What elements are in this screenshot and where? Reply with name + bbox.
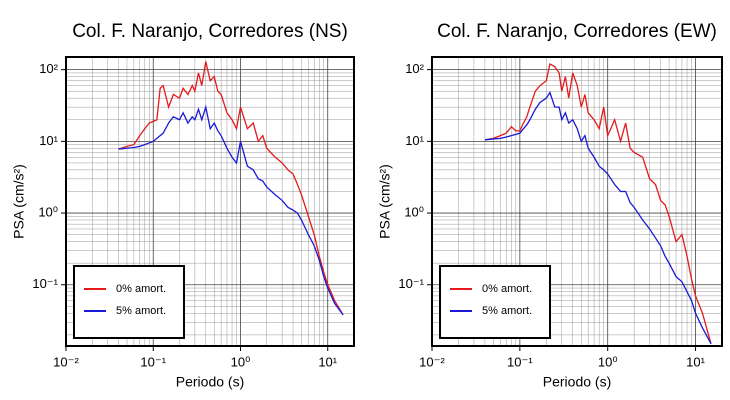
legend-label: 5% amort. [482, 305, 532, 317]
x-tick-label: 10¹ [318, 354, 337, 369]
x-axis-label: Periodo (s) [543, 374, 611, 390]
series-line [118, 61, 344, 316]
y-tick-label: 10¹ [39, 133, 58, 148]
y-tick-label: 10² [39, 61, 58, 76]
x-tick-label: 10⁻¹ [507, 354, 533, 369]
chart-title: Col. F. Naranjo, Corredores (EW) [437, 21, 717, 42]
plot-frame [431, 56, 723, 347]
y-tick-label: 10⁻¹ [32, 276, 58, 291]
y-tick-label: 10⁰ [404, 204, 424, 219]
x-axis-label: Periodo (s) [176, 374, 244, 390]
x-tick-label: 10⁻¹ [140, 354, 166, 369]
x-tick-label: 10⁻² [419, 354, 445, 369]
y-axis-label: PSA (cm/s²) [377, 164, 393, 239]
x-tick-label: 10⁰ [598, 354, 618, 369]
series-line [484, 90, 712, 345]
legend-box [439, 265, 551, 339]
plot-frame [65, 56, 355, 347]
series-line [118, 104, 344, 316]
series-line [484, 62, 712, 345]
y-tick-label: 10⁰ [38, 204, 58, 219]
y-tick-label: 10² [405, 61, 424, 76]
x-tick-label: 10¹ [686, 354, 705, 369]
y-tick-label: 10⁻¹ [398, 276, 424, 291]
legend-label: 5% amort. [116, 305, 166, 317]
chart-title: Col. F. Naranjo, Corredores (NS) [72, 21, 348, 42]
y-tick-label: 10¹ [405, 133, 424, 148]
x-tick-label: 10⁰ [231, 354, 251, 369]
legend-box [73, 265, 185, 339]
x-tick-label: 10⁻² [53, 354, 79, 369]
y-axis-label: PSA (cm/s²) [11, 164, 27, 239]
legend-label: 0% amort. [482, 283, 532, 295]
legend-label: 0% amort. [116, 283, 166, 295]
